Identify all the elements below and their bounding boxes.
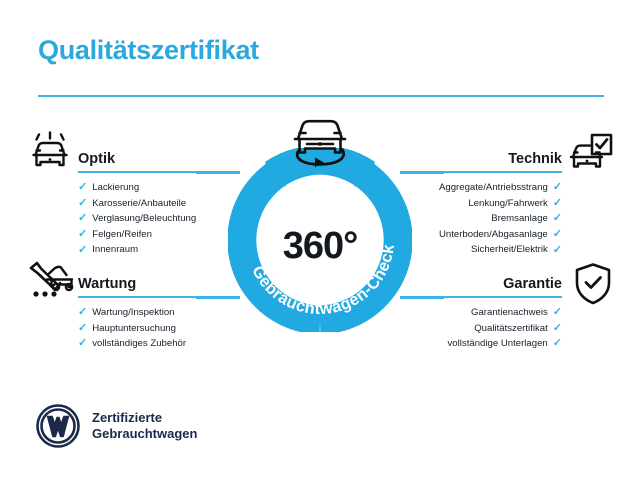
list-item: ✓ Verglasung/Beleuchtung	[78, 211, 238, 227]
section-wartung-divider	[78, 296, 240, 298]
shield-check-icon	[572, 261, 614, 312]
section-technik-divider	[400, 171, 562, 173]
section-optik-title: Optik	[78, 151, 116, 167]
list-item: ✓ Wartung/Inspektion	[78, 305, 238, 321]
badge-value: 360°	[282, 224, 359, 267]
wrench-car-icon	[27, 260, 77, 309]
footer-line-2: Gebrauchtwagen	[92, 426, 198, 441]
list-item-label: Unterboden/Abgasanlage	[438, 228, 548, 240]
connector-line-right-bottom	[400, 297, 444, 299]
list-item-label: Wartung/Inspektion	[92, 307, 175, 318]
list-item-label: Verglasung/Beleuchtung	[92, 213, 197, 225]
section-optik-divider	[78, 171, 240, 173]
list-item: Sicherheit/Elektrik ✓	[402, 242, 562, 258]
check-icon: ✓	[552, 306, 562, 319]
list-item-label: Sicherheit/Elektrik	[471, 244, 548, 256]
list-item: Lenkung/Fahrwerk ✓	[402, 196, 562, 212]
sparkling-car-icon	[27, 130, 73, 181]
section-technik: Technik Aggregate/Antriebsstrang ✓ Lenkun…	[400, 143, 562, 258]
list-item: ✓ Hauptuntersuchung	[78, 321, 238, 337]
check-icon: ✓	[78, 228, 88, 241]
connector-line-right-top	[400, 172, 444, 174]
section-wartung-list: ✓ Wartung/Inspektion ✓ Hauptuntersuchung ✓…	[78, 305, 238, 352]
list-item: ✓ Felgen/Reifen	[78, 227, 238, 243]
check-icon: ✓	[78, 243, 88, 256]
list-item-label: Lackierung	[92, 182, 140, 193]
connector-line-left-bottom	[196, 297, 240, 299]
check-icon: ✓	[552, 228, 562, 241]
section-optik-header: Optik	[78, 143, 240, 173]
check-icon: ✓	[78, 181, 88, 194]
footer-text: Zertifizierte Gebrauchtwagen	[92, 410, 197, 442]
list-item-label: vollständige Unterlagen	[447, 338, 548, 350]
list-item: Bremsanlage ✓	[402, 211, 562, 227]
connector-line-left-top	[196, 172, 240, 174]
list-item: ✓ vollständiges Zubehör	[78, 336, 238, 352]
list-item: Garantienachweis ✓	[402, 305, 562, 321]
check-icon: ✓	[78, 321, 88, 334]
check-icon: ✓	[78, 306, 88, 319]
list-item-label: Hauptuntersuchung	[92, 322, 176, 334]
list-item-label: Qualitätszertifikat	[474, 322, 548, 334]
check-icon: ✓	[552, 321, 562, 334]
check-icon: ✓	[78, 337, 88, 350]
section-optik-list: ✓ Lackierung ✓ Karosserie/Anbauteile ✓ Verg…	[78, 180, 238, 258]
section-garantie: Garantie Garantienachweis ✓ Qualitätszert…	[400, 268, 563, 352]
list-item-label: Garantienachweis	[470, 307, 548, 318]
section-optik: Optik ✓ Lackierung ✓ Karosserie/Anbauteile…	[78, 143, 240, 258]
check-icon: ✓	[78, 212, 88, 225]
check-icon: ✓	[552, 212, 562, 225]
list-item: Aggregate/Antriebsstrang ✓	[402, 180, 562, 196]
section-garantie-title: Garantie	[503, 276, 562, 292]
list-item: ✓ Lackierung	[78, 180, 238, 196]
footer-line-1: Zertifizierte	[92, 410, 163, 425]
section-technik-list: Aggregate/Antriebsstrang ✓ Lenkung/Fahrwe…	[402, 180, 562, 258]
footer-brand: Zertifizierte Gebrauchtwagen	[36, 404, 197, 448]
section-technik-header: Technik	[400, 143, 562, 173]
check-icon: ✓	[552, 243, 562, 256]
section-garantie-header: Garantie	[400, 268, 562, 298]
list-item-label: Innenraum	[92, 244, 139, 256]
check-icon: ✓	[552, 337, 562, 350]
badge-ring: Gebrauchtwagen-Check	[228, 148, 412, 332]
list-item-label: Bremsanlage	[491, 213, 548, 225]
rotating-car-icon	[283, 112, 357, 175]
360-check-badge: Gebrauchtwagen-Check 360°	[228, 119, 412, 332]
list-item-label: Karosserie/Anbauteile	[92, 197, 187, 209]
volkswagen-logo	[36, 404, 80, 448]
title-divider	[38, 95, 604, 97]
list-item: Qualitätszertifikat ✓	[402, 321, 562, 337]
list-item: vollständige Unterlagen ✓	[402, 336, 563, 352]
check-icon: ✓	[552, 181, 562, 194]
list-item-label: Lenkung/Fahrwerk	[468, 197, 548, 209]
section-garantie-list: Garantienachweis ✓ Qualitätszertifikat ✓ v…	[402, 305, 563, 352]
list-item-label: Aggregate/Antriebsstrang	[438, 182, 548, 193]
section-technik-title: Technik	[508, 151, 562, 167]
section-wartung: Wartung ✓ Wartung/Inspektion ✓ Hauptunters…	[78, 268, 240, 352]
list-item-label: Felgen/Reifen	[92, 228, 152, 240]
section-wartung-header: Wartung	[78, 268, 240, 298]
check-icon: ✓	[78, 196, 88, 209]
car-checkbox-icon	[566, 130, 614, 181]
list-item: Unterboden/Abgasanlage ✓	[402, 227, 562, 243]
list-item: ✓ Karosserie/Anbauteile	[78, 196, 238, 212]
section-wartung-title: Wartung	[78, 276, 137, 292]
page-title: Qualitätszertifikat	[38, 35, 259, 65]
check-icon: ✓	[552, 196, 562, 209]
list-item: ✓ Innenraum	[78, 242, 238, 258]
section-garantie-divider	[400, 296, 562, 298]
list-item-label: vollständiges Zubehör	[92, 338, 187, 350]
